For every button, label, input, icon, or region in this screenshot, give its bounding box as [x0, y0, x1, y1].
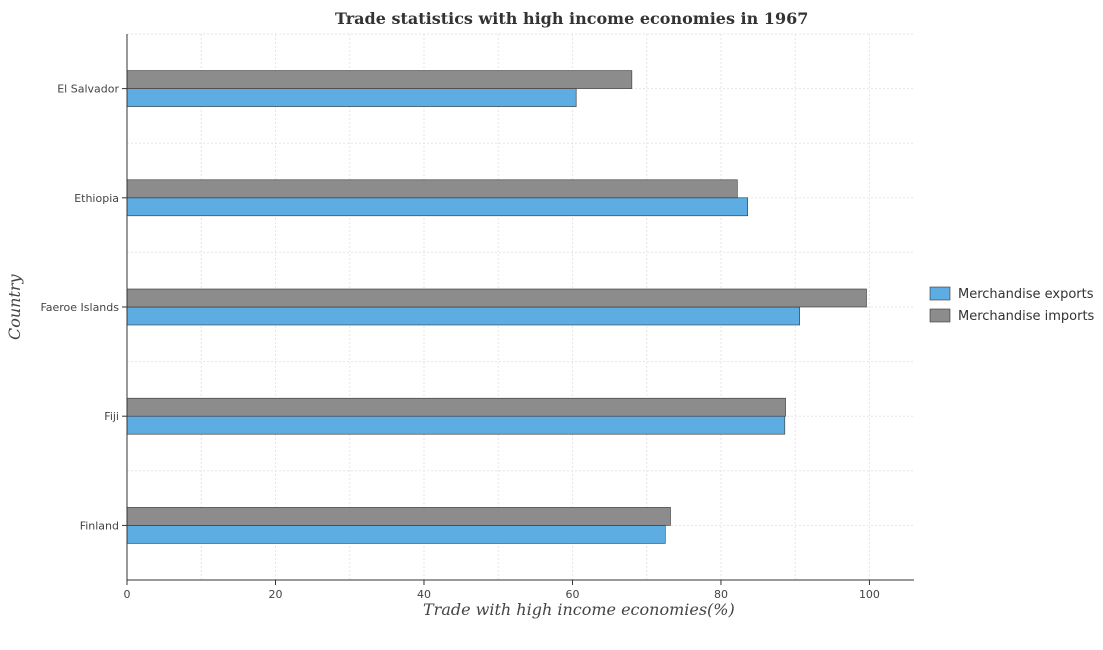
x-axis-label: Trade with high income economies(%): [423, 600, 735, 619]
legend: Merchandise exports Merchandise imports: [929, 286, 1095, 324]
y-ticks: El Salvador Ethiopia Faeroe Islands Fiji Fin…: [40, 83, 127, 532]
y-tick-label: Fiji: [104, 410, 119, 423]
bar-exports: [126, 197, 748, 217]
x-tick-label: 100: [859, 588, 880, 601]
y-tick-label: Faeroe Islands: [40, 301, 119, 314]
x-tick-label: 80: [714, 588, 728, 601]
chart-title: Trade statistics with high income econom…: [335, 9, 808, 28]
x-tick-label: 0: [124, 588, 131, 601]
x-tick-label: 60: [565, 588, 579, 601]
bar-exports: [126, 525, 666, 544]
x-tick-label: 40: [417, 588, 431, 601]
y-tick-label: Ethiopia: [74, 192, 119, 205]
x-ticks: 0 20 40 60 80 100: [124, 580, 880, 601]
y-tick-label: El Salvador: [57, 83, 119, 96]
bar-imports: [126, 70, 633, 89]
bar-imports: [126, 397, 786, 417]
bar-imports: [126, 288, 867, 308]
bar-exports: [126, 88, 577, 107]
legend-swatch: [929, 308, 951, 323]
bar-exports: [126, 306, 800, 326]
legend-label: Merchandise exports: [958, 287, 1094, 302]
y-axis-label: Country: [5, 273, 24, 340]
bar-imports: [126, 179, 738, 199]
bars: [126, 70, 867, 544]
legend-swatch: [929, 286, 951, 301]
x-tick-label: 20: [268, 588, 282, 601]
legend-label: Merchandise imports: [958, 309, 1095, 324]
bar-imports: [126, 507, 671, 526]
y-tick-label: Finland: [80, 519, 119, 532]
bar-exports: [126, 415, 786, 435]
